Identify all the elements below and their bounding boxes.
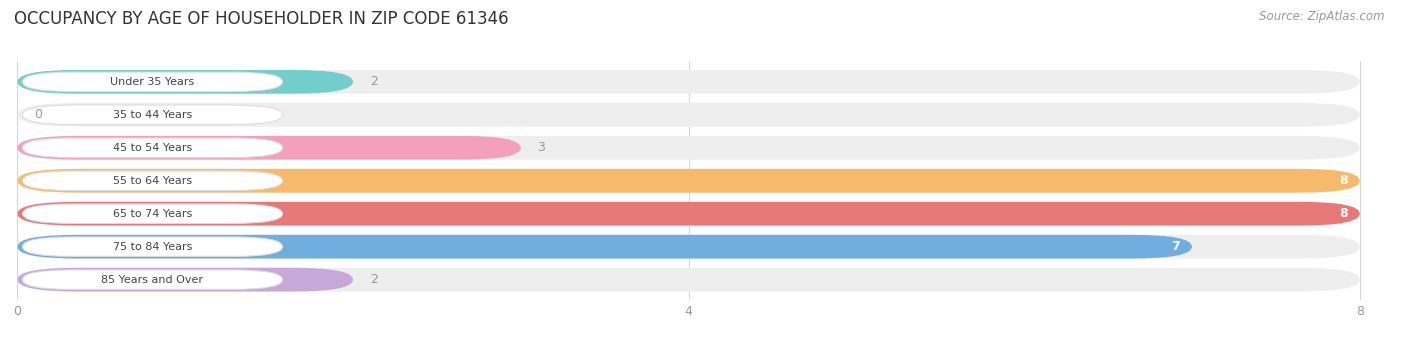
- FancyBboxPatch shape: [22, 237, 283, 256]
- FancyBboxPatch shape: [17, 70, 1360, 94]
- Text: 35 to 44 Years: 35 to 44 Years: [112, 110, 193, 120]
- FancyBboxPatch shape: [22, 171, 283, 191]
- FancyBboxPatch shape: [22, 204, 283, 223]
- FancyBboxPatch shape: [17, 136, 1360, 160]
- Text: 45 to 54 Years: 45 to 54 Years: [112, 143, 193, 153]
- Text: 0: 0: [34, 108, 42, 121]
- FancyBboxPatch shape: [17, 103, 1360, 127]
- Text: 7: 7: [1171, 240, 1180, 253]
- Text: 85 Years and Over: 85 Years and Over: [101, 275, 204, 285]
- FancyBboxPatch shape: [17, 235, 1192, 258]
- FancyBboxPatch shape: [22, 138, 283, 158]
- FancyBboxPatch shape: [17, 235, 1360, 258]
- Text: 8: 8: [1340, 207, 1348, 220]
- FancyBboxPatch shape: [17, 202, 1360, 225]
- Text: 65 to 74 Years: 65 to 74 Years: [112, 209, 193, 219]
- Text: 75 to 84 Years: 75 to 84 Years: [112, 242, 193, 252]
- Text: 8: 8: [1340, 174, 1348, 187]
- Text: 2: 2: [370, 273, 378, 286]
- FancyBboxPatch shape: [22, 72, 283, 91]
- Text: Under 35 Years: Under 35 Years: [110, 77, 194, 87]
- Text: 55 to 64 Years: 55 to 64 Years: [112, 176, 193, 186]
- FancyBboxPatch shape: [17, 169, 1360, 193]
- Text: 2: 2: [370, 75, 378, 88]
- FancyBboxPatch shape: [17, 268, 353, 292]
- Text: OCCUPANCY BY AGE OF HOUSEHOLDER IN ZIP CODE 61346: OCCUPANCY BY AGE OF HOUSEHOLDER IN ZIP C…: [14, 10, 509, 28]
- FancyBboxPatch shape: [17, 136, 520, 160]
- FancyBboxPatch shape: [22, 270, 283, 290]
- FancyBboxPatch shape: [17, 268, 1360, 292]
- FancyBboxPatch shape: [17, 169, 1360, 193]
- FancyBboxPatch shape: [17, 202, 1360, 225]
- Text: 3: 3: [537, 141, 546, 154]
- Text: Source: ZipAtlas.com: Source: ZipAtlas.com: [1260, 10, 1385, 23]
- FancyBboxPatch shape: [22, 105, 283, 124]
- FancyBboxPatch shape: [17, 70, 353, 94]
